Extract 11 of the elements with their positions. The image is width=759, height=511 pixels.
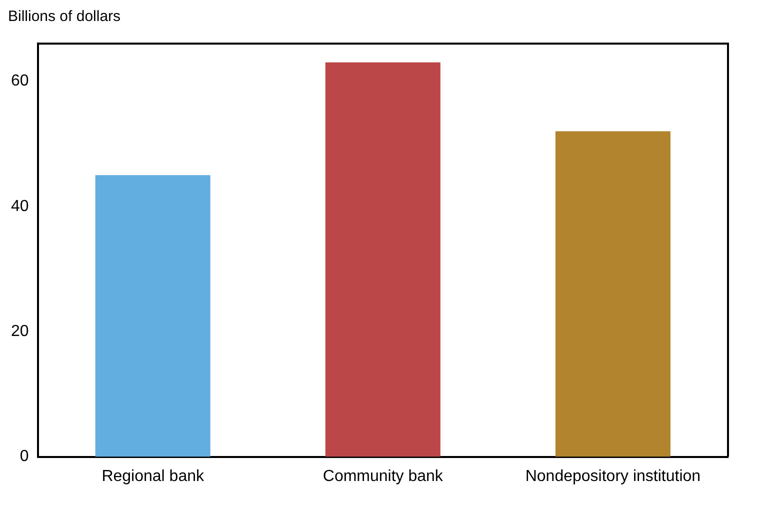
y-tick-label: 0 — [20, 448, 29, 466]
y-axis-title: Billions of dollars — [8, 8, 122, 25]
y-tick-label: 60 — [11, 72, 29, 90]
bar — [325, 62, 440, 457]
y-tick-label: 40 — [11, 198, 29, 215]
y-tick-label: 20 — [11, 322, 29, 340]
x-tick-label: Community bank — [322, 468, 444, 485]
x-tick-label: Regional bank — [102, 468, 205, 485]
x-tick-label: Nondepository institution — [525, 468, 701, 485]
bar — [95, 175, 210, 457]
bar — [555, 131, 670, 457]
